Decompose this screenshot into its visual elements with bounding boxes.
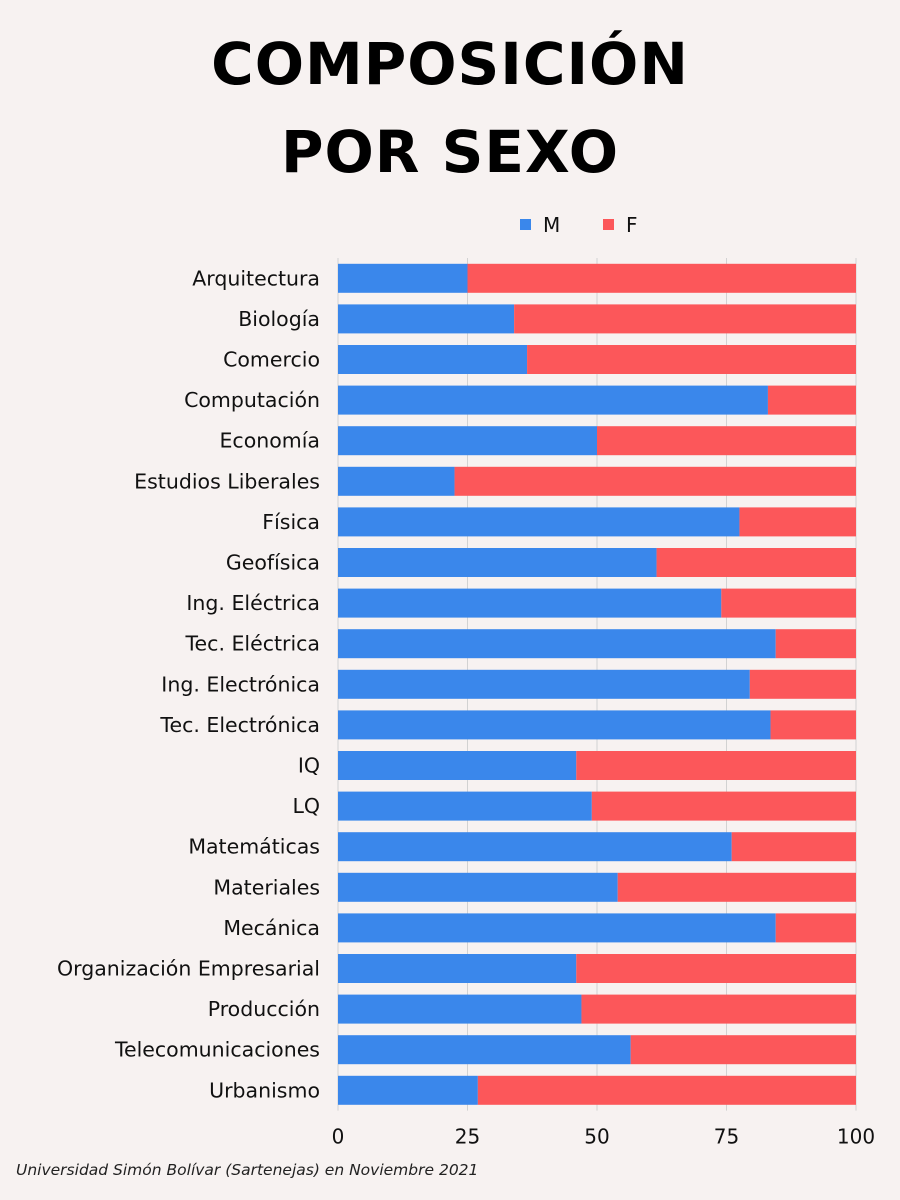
bar-f bbox=[477, 1075, 856, 1105]
x-tick-label: 75 bbox=[714, 1125, 739, 1149]
bar-m bbox=[338, 588, 722, 618]
category-label: Ing. Electrónica bbox=[161, 672, 320, 696]
category-label: Computación bbox=[184, 388, 320, 412]
x-tick-label: 0 bbox=[332, 1125, 345, 1149]
bar-f bbox=[749, 669, 856, 699]
bar-f bbox=[514, 304, 856, 334]
category-label: Organización Empresarial bbox=[57, 957, 320, 981]
category-label: Producción bbox=[208, 997, 320, 1021]
bar-m bbox=[338, 629, 776, 659]
category-label: Economía bbox=[219, 429, 320, 453]
chart-title-line-1: COMPOSICIÓN bbox=[211, 30, 689, 98]
bar-m bbox=[338, 913, 776, 943]
legend-swatch-m bbox=[520, 219, 531, 230]
bar-f bbox=[770, 710, 856, 740]
category-label: Tec. Eléctrica bbox=[185, 632, 320, 656]
bar-f bbox=[731, 832, 856, 862]
bar-m bbox=[338, 710, 771, 740]
bar-f bbox=[617, 872, 856, 902]
bar-f bbox=[597, 426, 856, 456]
category-label: Geofísica bbox=[226, 551, 320, 575]
bar-m bbox=[338, 304, 515, 334]
x-tick-label: 50 bbox=[584, 1125, 609, 1149]
bar-f bbox=[576, 954, 856, 983]
bar-m bbox=[338, 345, 528, 374]
bar-f bbox=[721, 588, 856, 618]
chart-title-line-2: POR SEXO bbox=[280, 118, 620, 186]
bar-m bbox=[338, 751, 577, 780]
bar-m bbox=[338, 669, 750, 699]
bar-m bbox=[338, 1035, 631, 1065]
bar-m bbox=[338, 954, 577, 983]
bar-f bbox=[527, 345, 856, 374]
bar-m bbox=[338, 263, 468, 293]
category-label: Física bbox=[262, 510, 320, 534]
bar-f bbox=[467, 263, 856, 293]
bar-f bbox=[591, 791, 856, 821]
bar-f bbox=[656, 548, 856, 577]
bar-m bbox=[338, 994, 582, 1024]
legend-label-f: F bbox=[626, 213, 638, 237]
bar-f bbox=[576, 751, 856, 780]
category-label: Tec. Electrónica bbox=[159, 713, 320, 737]
bar-m bbox=[338, 832, 732, 862]
legend-swatch-f bbox=[603, 219, 614, 230]
source-footnote: Universidad Simón Bolívar (Sartenejas) e… bbox=[16, 1161, 479, 1179]
category-label: Arquitectura bbox=[192, 266, 320, 290]
bar-f bbox=[775, 913, 856, 943]
category-label: Biología bbox=[238, 307, 320, 331]
category-label: Comercio bbox=[223, 348, 320, 372]
x-tick-label: 25 bbox=[455, 1125, 480, 1149]
category-label: IQ bbox=[298, 754, 320, 778]
category-label: Mecánica bbox=[223, 916, 320, 940]
bar-f bbox=[630, 1035, 856, 1065]
category-label: Urbanismo bbox=[209, 1078, 320, 1102]
bar-f bbox=[581, 994, 856, 1024]
bar-m bbox=[338, 1075, 478, 1105]
bar-m bbox=[338, 507, 740, 537]
bar-f bbox=[775, 629, 856, 659]
bar-m bbox=[338, 791, 592, 821]
category-label: Ing. Eléctrica bbox=[186, 591, 320, 615]
legend-label-m: M bbox=[543, 213, 560, 237]
category-label: LQ bbox=[292, 794, 320, 818]
bar-m bbox=[338, 872, 618, 902]
bar-m bbox=[338, 466, 455, 496]
bar-m bbox=[338, 385, 768, 415]
bar-m bbox=[338, 426, 597, 456]
x-tick-label: 100 bbox=[837, 1125, 875, 1149]
stacked-bar-chart: Arquitectura Biología Comercio Computación E… bbox=[57, 213, 875, 1149]
category-label: Telecomunicaciones bbox=[114, 1038, 320, 1062]
bar-f bbox=[739, 507, 856, 537]
bar-m bbox=[338, 548, 657, 577]
category-label: Materiales bbox=[213, 875, 320, 899]
bar-f bbox=[767, 385, 856, 415]
category-label: Estudios Liberales bbox=[134, 469, 320, 493]
category-label: Matemáticas bbox=[188, 835, 320, 859]
bar-f bbox=[454, 466, 856, 496]
